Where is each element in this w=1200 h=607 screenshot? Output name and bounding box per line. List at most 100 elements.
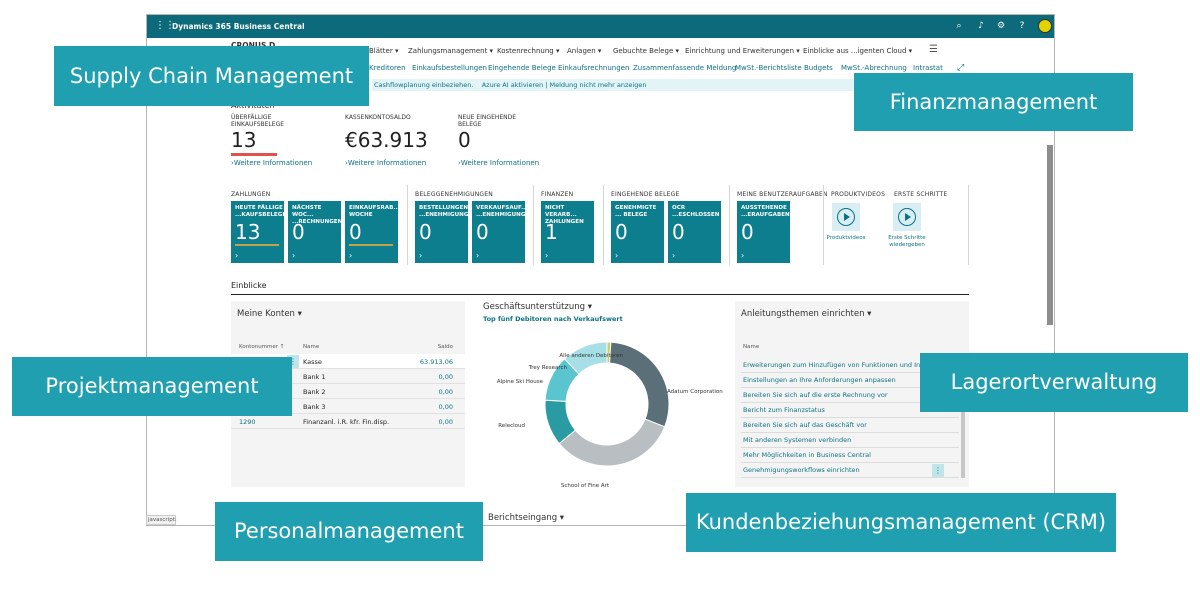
row-menu-icon[interactable]: ⋮ [932, 464, 944, 477]
search-icon[interactable]: ⌕ [956, 21, 962, 31]
app-launcher-icon[interactable]: ⋮⋮ [155, 20, 175, 31]
tile-ocr-abgeschlossen[interactable]: OCR ...ESCHLOSSEN 0 › [668, 201, 721, 263]
list-item[interactable]: Bereiten Sie sich auf das Geschäft vor [741, 418, 959, 433]
action-link[interactable]: Einkaufsrechnungen [558, 64, 630, 72]
bell-icon[interactable]: ♪ [978, 21, 984, 31]
col-saldo[interactable]: Saldo [437, 344, 453, 350]
play-icon [837, 208, 855, 226]
insights-heading: Einblicke [231, 281, 267, 290]
accounts-title[interactable]: Meine Konten ▾ [237, 309, 302, 319]
cue-value[interactable]: 0 [458, 128, 471, 152]
account-balance[interactable]: 0,00 [438, 373, 453, 381]
setup-title[interactable]: Anleitungsthemen einrichten ▾ [741, 309, 872, 319]
action-link[interactable]: Intrastat [913, 64, 943, 72]
chart-subtitle: Top fünf Debitoren nach Verkaufswert [483, 315, 623, 323]
erste-schritte-label[interactable]: Erste Schritte wiedergeben [888, 235, 926, 248]
report-inbox-title[interactable]: Berichtseingang ▾ [488, 513, 565, 523]
avatar[interactable] [1038, 19, 1052, 33]
scrollbar[interactable] [961, 358, 965, 478]
list-item[interactable]: Mehr Möglichkeiten in Business Central [741, 448, 959, 463]
tile-label: EINKAUFSRAB... WOCHE [349, 205, 400, 218]
banner-personal: Personalmanagement [215, 502, 483, 561]
business-support-title[interactable]: Geschäftsunterstützung ▾ [483, 302, 593, 312]
erste-schritte-button[interactable] [893, 203, 921, 231]
cue-value[interactable]: 13 [231, 128, 257, 152]
tile-arrow-icon: › [615, 251, 619, 260]
page-scrollbar[interactable] [1047, 145, 1053, 325]
donut-slice[interactable] [558, 418, 666, 467]
cue-more-link[interactable]: ›Weitere Informationen [345, 159, 427, 167]
tile-ausstehende-benutzeraufgaben[interactable]: AUSSTEHENDE ...ERAUFGABEN 0 › [737, 201, 790, 263]
banner-finanz: Finanzmanagement [854, 73, 1133, 131]
insights-divider [231, 294, 969, 295]
table-row[interactable]: Bank 2 0,00 [231, 384, 465, 399]
list-item[interactable]: Bericht zum Finanzstatus [741, 403, 959, 418]
action-link[interactable]: Zusammenfassende Meldung [633, 64, 737, 72]
tile-label: BESTELLUNGEN ...ENEHMIGUNG [419, 205, 469, 218]
account-balance[interactable]: 0,00 [438, 388, 453, 396]
col-kontonummer[interactable]: Kontonummer ↑ [239, 344, 285, 350]
account-balance[interactable]: 63.913,06 [419, 358, 453, 366]
list-item[interactable]: Einstellungen an Ihre Anforderungen anpa… [741, 373, 959, 388]
list-item[interactable]: Genehmigungsworkflows einrichten [741, 463, 959, 478]
tile-group-label: PRODUKTVIDEOS [831, 191, 886, 198]
action-link[interactable]: MwSt.-Berichtsliste [735, 64, 802, 72]
slice-label: Adatum Corporation [667, 389, 723, 395]
notification-link[interactable]: Azure AI aktivieren [481, 81, 544, 89]
menu-item[interactable]: Einrichtung und Erweiterungen ▾ [685, 47, 800, 55]
cue-value[interactable]: €63.913 [345, 128, 428, 152]
tile-heute-faellige-einkaufsbelege[interactable]: HEUTE FÄLLIGE ...KAUFSBELEGE 13 › [231, 201, 286, 263]
tile-genehmigte-belege[interactable]: GENEHMIGTE ... BELEGE 0 › [611, 201, 664, 263]
menu-item[interactable]: Einblicke aus ...igenten Cloud ▾ [803, 47, 913, 55]
tile-arrow-icon: › [741, 251, 745, 260]
table-row[interactable]: 1290 Finanzanl. i.R. kfr. Fin.disp. 0,00 [231, 414, 465, 429]
col-name[interactable]: Name [743, 344, 760, 350]
list-item[interactable]: Erweiterungen zum Hinzufügen von Funktio… [741, 358, 959, 373]
cue-more-link[interactable]: ›Weitere Informationen [458, 159, 540, 167]
tile-arrow-icon: › [235, 251, 239, 260]
col-name[interactable]: Name [303, 344, 320, 350]
expand-icon[interactable]: ⤢ [957, 63, 965, 73]
action-link[interactable]: Eingehende Belege [488, 64, 556, 72]
account-number[interactable]: 1290 [239, 418, 256, 426]
tile-nicht-verarbeitete-zahlungen[interactable]: NICHT VERARB... ZAHLUNGEN 1 › [541, 201, 594, 263]
tile-value: 0 [292, 220, 305, 244]
tile-verkaufsauftraege-genehmigung[interactable]: VERKAUFSAUF... ...ENEHMIGUNG 0 › [472, 201, 527, 263]
tile-naechste-woche-rechnungen[interactable]: NÄCHSTE WOC... ...RECHNUNGEN 0 › [288, 201, 342, 263]
produktvideos-button[interactable] [832, 203, 860, 231]
menu-item[interactable]: Kostenrechnung ▾ [497, 47, 560, 55]
menu-item[interactable]: Blätter ▾ [369, 47, 399, 55]
company-name: CRONUS D [231, 41, 275, 50]
table-row[interactable]: Bank 3 0,00 [231, 399, 465, 414]
list-item[interactable]: Bereiten Sie sich auf die erste Rechnung… [741, 388, 959, 403]
account-balance[interactable]: 0,00 [438, 418, 453, 426]
more-menu-icon[interactable]: ☰ [929, 44, 938, 55]
action-link[interactable]: Einkaufsbestellungen [412, 64, 487, 72]
cue-more-link[interactable]: ›Weitere Informationen [231, 159, 313, 167]
action-link[interactable]: Kreditoren [369, 64, 406, 72]
menu-item[interactable]: Gebuchte Belege ▾ [613, 47, 680, 55]
notification-dismiss-link[interactable]: Meldung nicht mehr anzeigen [549, 81, 647, 89]
action-link[interactable]: Budgets [804, 64, 833, 72]
table-row[interactable]: Bank 1 0,00 [231, 369, 465, 384]
tile-bestellungen-genehmigung[interactable]: BESTELLUNGEN ...ENEHMIGUNG 0 › [415, 201, 468, 263]
menu-item[interactable]: Anlagen ▾ [567, 47, 602, 55]
tile-einkaufsrabatte-woche[interactable]: EINKAUFSRAB... WOCHE 0 › [345, 201, 400, 263]
group-divider [407, 185, 408, 265]
account-name: Bank 1 [303, 373, 326, 381]
list-item[interactable]: Mit anderen Systemen verbinden [741, 433, 959, 448]
group-divider [603, 185, 604, 265]
slice-label: Trey Research [528, 365, 568, 371]
setup-panel: Anleitungsthemen einrichten ▾ Name Erwei… [735, 301, 969, 487]
group-divider [729, 185, 730, 265]
status-bar: javascript: [146, 515, 177, 525]
app-title: Dynamics 365 Business Central [172, 22, 305, 31]
action-link[interactable]: MwSt.-Abrechnung [841, 64, 907, 72]
menu-item[interactable]: Zahlungsmanagement ▾ [408, 47, 494, 55]
tile-arrow-icon: › [292, 251, 296, 260]
donut-slice[interactable] [563, 341, 608, 375]
gear-icon[interactable]: ⚙ [996, 21, 1006, 31]
help-icon[interactable]: ? [1019, 21, 1025, 31]
account-balance[interactable]: 0,00 [438, 403, 453, 411]
produktvideos-label[interactable]: Produktvideos [826, 235, 866, 241]
